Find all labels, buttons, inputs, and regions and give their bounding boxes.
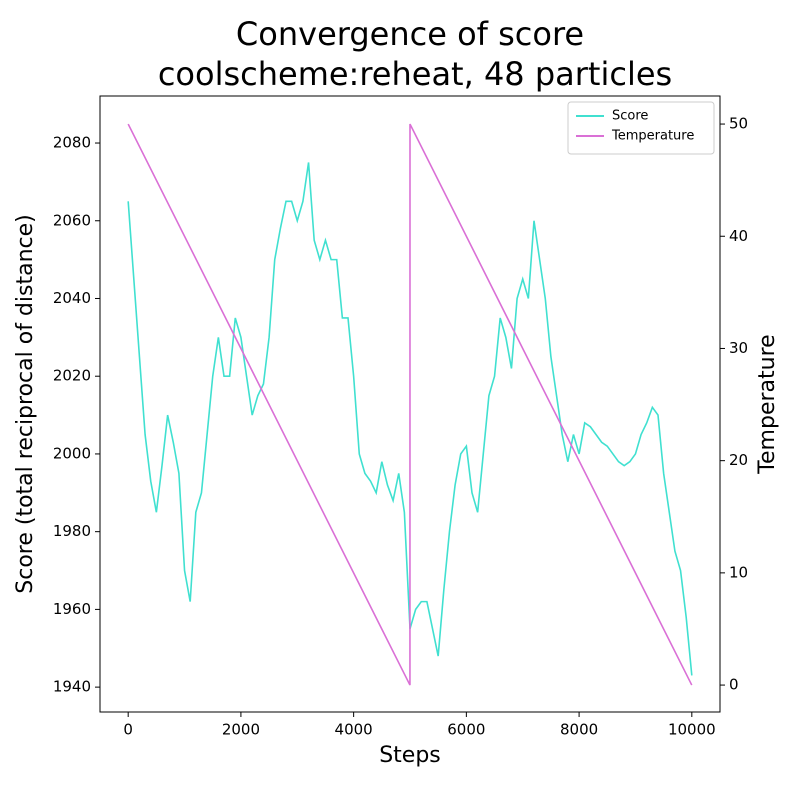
y-tick-label: 2060 bbox=[53, 211, 91, 229]
y-tick-label: 2020 bbox=[53, 367, 91, 385]
x-tick-label: 0 bbox=[123, 721, 133, 739]
legend-box bbox=[567, 101, 715, 155]
y2-tick-label: 40 bbox=[729, 227, 748, 245]
y2-tick-label: 0 bbox=[729, 676, 739, 694]
y-tick-label: 1980 bbox=[53, 522, 91, 540]
x-tick-label: 8000 bbox=[560, 721, 598, 739]
y2-axis-label: Temperature bbox=[755, 334, 780, 474]
legend-label: Score bbox=[612, 109, 648, 124]
line-series bbox=[127, 123, 693, 686]
y2-tick-label: 30 bbox=[729, 339, 748, 357]
plot-frame bbox=[99, 95, 721, 713]
y-tick-label: 1940 bbox=[53, 678, 91, 696]
chart-title: coolscheme:reheat, 48 particles bbox=[158, 55, 672, 93]
x-tick-label: 10000 bbox=[668, 721, 716, 739]
y-tick-label: 2080 bbox=[53, 134, 91, 152]
x-tick-label: 6000 bbox=[447, 721, 485, 739]
y-axis-label: Score (total reciprocal of distance) bbox=[13, 214, 38, 593]
y-tick-label: 2000 bbox=[53, 444, 91, 462]
y-tick-label: 1960 bbox=[53, 600, 91, 618]
y-tick-label: 2040 bbox=[53, 289, 91, 307]
y2-tick-label: 50 bbox=[729, 115, 748, 133]
y2-tick-label: 10 bbox=[729, 563, 748, 581]
chart-title: Convergence of score bbox=[236, 15, 584, 53]
x-tick-label: 2000 bbox=[222, 721, 260, 739]
legend-label: Temperature bbox=[611, 129, 694, 144]
x-axis-label: Steps bbox=[379, 743, 441, 768]
x-tick-label: 4000 bbox=[335, 721, 373, 739]
y2-tick-label: 20 bbox=[729, 451, 748, 469]
